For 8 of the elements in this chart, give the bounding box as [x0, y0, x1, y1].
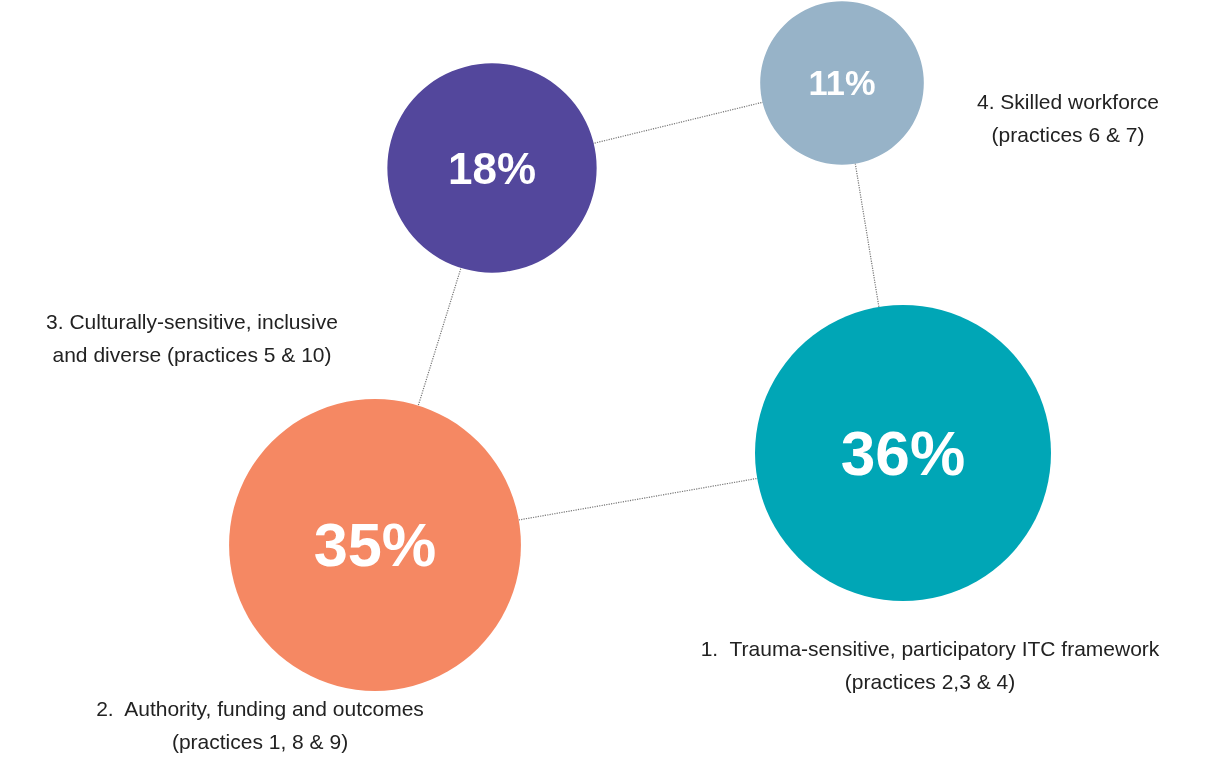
category-label: 1. Trauma-sensitive, participatory ITC framework (practices 2,3 & 4): [700, 637, 1160, 693]
category-label: 3. Culturally-sensitive, inclusive and diverse (practices 5 & 10): [46, 310, 338, 366]
data-label: 11%: [808, 64, 876, 102]
data-label: 18%: [448, 143, 536, 193]
category-label: 2. Authority, funding and outcomes (practices 1, 8 & 9): [96, 697, 424, 753]
data-label: 36%: [840, 418, 966, 488]
data-label: 35%: [313, 511, 437, 579]
category-label: 4. Skilled workforce (practices 6 & 7): [976, 90, 1160, 146]
